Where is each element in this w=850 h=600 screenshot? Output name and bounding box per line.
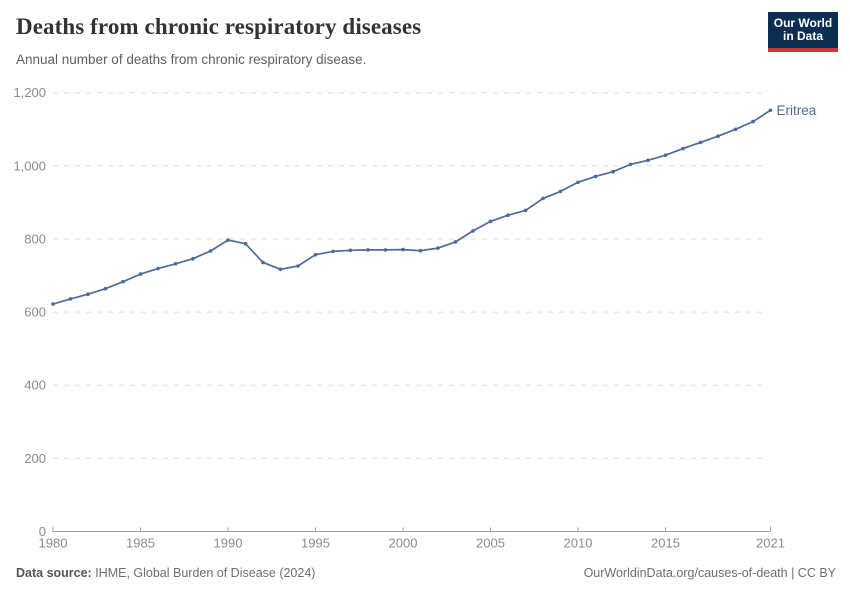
chart-subtitle: Annual number of deaths from chronic res… [16, 52, 367, 67]
data-point[interactable] [418, 248, 423, 253]
x-tick-label: 2021 [756, 536, 785, 551]
x-tick-label: 1980 [39, 536, 68, 551]
y-tick-label: 0 [39, 524, 46, 539]
data-point[interactable] [313, 252, 318, 257]
chart-footer: Data source: IHME, Global Burden of Dise… [16, 566, 836, 580]
data-point[interactable] [593, 174, 598, 179]
data-point[interactable] [86, 292, 90, 297]
data-point[interactable] [646, 158, 650, 163]
data-point[interactable] [366, 248, 370, 252]
data-source-text: IHME, Global Burden of Disease (2024) [91, 566, 316, 580]
y-tick-label: 800 [24, 231, 46, 246]
x-tick-label: 1985 [126, 536, 155, 551]
data-point[interactable] [471, 229, 475, 233]
series-line-eritrea[interactable] [52, 109, 771, 305]
series-label-eritrea[interactable]: Eritrea [777, 103, 817, 118]
data-point[interactable] [523, 208, 528, 213]
data-point[interactable] [663, 153, 668, 157]
data-point[interactable] [716, 134, 720, 138]
data-point[interactable] [173, 262, 178, 266]
data-point[interactable] [558, 189, 563, 194]
data-point[interactable] [698, 140, 703, 145]
data-point[interactable] [436, 246, 440, 250]
data-point[interactable] [541, 196, 545, 201]
data-point[interactable] [611, 169, 615, 174]
owid-logo[interactable]: Our World in Data [768, 12, 838, 52]
x-tick-label: 2015 [651, 536, 680, 551]
y-tick-label: 200 [24, 451, 46, 466]
data-point[interactable] [681, 146, 685, 151]
x-tick-label: 2010 [564, 536, 593, 551]
data-point[interactable] [488, 219, 493, 224]
data-point[interactable] [156, 266, 160, 271]
data-point[interactable] [401, 247, 405, 252]
data-point[interactable] [138, 272, 143, 276]
data-source-label: Data source: [16, 566, 92, 580]
data-point[interactable] [733, 127, 738, 132]
data-point[interactable] [331, 249, 335, 254]
data-point[interactable] [261, 260, 265, 265]
data-point[interactable] [768, 108, 773, 113]
data-point[interactable] [103, 286, 108, 291]
x-tick-label: 2000 [389, 536, 418, 551]
owid-citation-link[interactable]: OurWorldinData.org/causes-of-death | CC … [583, 566, 836, 580]
x-tick-label: 2005 [476, 536, 505, 551]
y-tick-label: 600 [24, 305, 46, 320]
data-point[interactable] [751, 119, 755, 124]
data-point[interactable] [121, 279, 125, 284]
owid-logo-line2: in Data [782, 29, 823, 43]
x-tick-label: 1990 [214, 536, 243, 551]
data-point[interactable] [278, 267, 283, 272]
x-tick-label: 1995 [301, 536, 330, 551]
data-point[interactable] [51, 302, 55, 306]
data-point[interactable] [243, 241, 248, 246]
data-source-note: Data source: IHME, Global Burden of Dise… [16, 566, 315, 580]
y-tick-label: 1,000 [13, 158, 46, 173]
data-point[interactable] [576, 180, 580, 185]
data-point[interactable] [68, 297, 73, 301]
data-point[interactable] [208, 249, 213, 253]
data-point[interactable] [296, 264, 300, 268]
data-point[interactable] [191, 256, 195, 261]
data-point[interactable] [383, 248, 388, 252]
data-point[interactable] [348, 248, 353, 253]
data-point[interactable] [506, 213, 510, 217]
data-point[interactable] [453, 240, 458, 244]
page-title: Deaths from chronic respiratory diseases [16, 14, 422, 39]
data-point[interactable] [226, 238, 230, 242]
owid-logo-line1: Our World [773, 15, 833, 30]
data-point[interactable] [628, 162, 633, 167]
y-tick-label: 1,200 [13, 85, 46, 100]
y-tick-label: 400 [24, 378, 46, 393]
